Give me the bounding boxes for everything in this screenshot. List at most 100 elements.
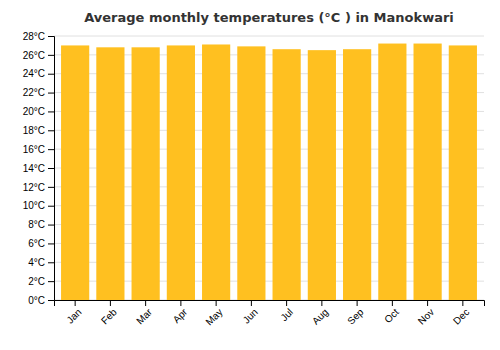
tick-mark xyxy=(48,281,54,282)
tick: Oct xyxy=(382,300,401,325)
tick-mark xyxy=(462,300,463,306)
bar xyxy=(273,49,301,300)
bar xyxy=(449,45,477,300)
tick-label: 2°C xyxy=(28,276,45,287)
tick-label: Mar xyxy=(134,306,154,326)
tick: 20°C xyxy=(23,106,54,117)
tick-mark xyxy=(48,36,54,37)
tick-label: 4°C xyxy=(28,257,45,268)
tick-label: 10°C xyxy=(23,200,45,211)
tick-mark xyxy=(48,74,54,75)
tick-mark xyxy=(251,300,252,306)
bar xyxy=(237,46,265,300)
tick: 6°C xyxy=(28,238,54,249)
tick-mark xyxy=(48,149,54,150)
tick-label: 0°C xyxy=(28,295,45,306)
tick-mark xyxy=(48,243,54,244)
tick-mark xyxy=(48,225,54,226)
bar xyxy=(414,44,442,300)
tick-mark xyxy=(48,206,54,207)
tick-mark xyxy=(48,168,54,169)
tick-label: 16°C xyxy=(23,144,45,155)
tick: 28°C xyxy=(23,31,54,42)
bar xyxy=(202,44,230,300)
grid-line xyxy=(54,36,484,37)
tick-mark xyxy=(48,130,54,131)
tick-label: 28°C xyxy=(23,31,45,42)
plot-area: 0°C 2°C 4°C 6°C 8°C 10°C 12°C 14°C 16°C 18°C 20°C 2… xyxy=(23,31,485,328)
tick: 26°C xyxy=(23,50,54,61)
tick-label: Nov xyxy=(416,306,436,326)
bar xyxy=(132,47,160,300)
tick: 0°C xyxy=(28,295,54,306)
tick-mark xyxy=(357,300,358,306)
tick-label: Feb xyxy=(99,306,119,326)
tick-mark xyxy=(48,262,54,263)
tick: 22°C xyxy=(23,87,54,98)
tick: Jul xyxy=(278,300,295,323)
tick-label: 14°C xyxy=(23,163,45,174)
tick-label: 8°C xyxy=(28,219,45,230)
tick: May xyxy=(203,300,224,328)
tick-mark xyxy=(286,300,287,306)
bar xyxy=(167,45,195,300)
tick-mark xyxy=(392,300,393,306)
tick-label: 6°C xyxy=(28,238,45,249)
tick-label: Sep xyxy=(345,306,366,327)
tick-label: Aug xyxy=(310,306,330,326)
tick: 10°C xyxy=(23,200,54,211)
tick-label: Apr xyxy=(171,306,190,325)
tick: 14°C xyxy=(23,163,54,174)
tick-mark xyxy=(321,300,322,306)
tick-mark xyxy=(48,111,54,112)
tick-label: Jul xyxy=(278,306,295,323)
tick-mark xyxy=(48,55,54,56)
tick-label: 20°C xyxy=(23,106,45,117)
tick-mark xyxy=(110,300,111,306)
tick: 24°C xyxy=(23,68,54,79)
tick: Feb xyxy=(99,300,119,326)
bar xyxy=(378,44,406,300)
bar xyxy=(308,50,336,300)
tick-label: 12°C xyxy=(23,182,45,193)
tick: Jan xyxy=(64,300,83,326)
tick-mark xyxy=(48,300,54,301)
tick: Apr xyxy=(171,300,190,325)
tick-label: 22°C xyxy=(23,87,45,98)
tick-label: 26°C xyxy=(23,50,45,61)
tick-label: Jun xyxy=(241,306,260,325)
bar xyxy=(343,49,371,300)
tick: 18°C xyxy=(23,125,54,136)
tick: Mar xyxy=(134,300,154,326)
tick-label: May xyxy=(203,306,224,327)
axis-line xyxy=(55,301,485,307)
tick: 4°C xyxy=(28,257,54,268)
title: Average monthly temperatures (°C ) in Ma… xyxy=(84,10,454,25)
tick-label: Dec xyxy=(451,306,471,326)
bar xyxy=(61,45,89,300)
tick-label: Oct xyxy=(382,306,401,325)
axis-line xyxy=(48,37,55,301)
chart: 0°C 2°C 4°C 6°C 8°C 10°C 12°C 14°C 16°C 18°C 20°C 2… xyxy=(0,0,500,350)
tick-mark xyxy=(145,300,146,306)
grid xyxy=(54,36,484,300)
tick: Jun xyxy=(241,300,260,326)
tick-label: 24°C xyxy=(23,68,45,79)
tick-label: 18°C xyxy=(23,125,45,136)
tick: Aug xyxy=(310,300,330,327)
x-axis: Jan Feb Mar Apr May Jun Jul Aug Sep Oct Nov Dec xyxy=(55,300,485,328)
tick-mark xyxy=(180,300,181,306)
bar xyxy=(96,47,124,300)
tick: 8°C xyxy=(28,219,54,230)
marks xyxy=(61,44,477,300)
tick: 2°C xyxy=(28,276,54,287)
tick-mark xyxy=(48,93,54,94)
tick-mark xyxy=(427,300,428,306)
tick-mark xyxy=(48,187,54,188)
tick: Dec xyxy=(451,300,471,327)
tick: Nov xyxy=(416,300,436,327)
y-axis: 0°C 2°C 4°C 6°C 8°C 10°C 12°C 14°C 16°C 18°C 20°C 2… xyxy=(23,31,55,306)
tick: 16°C xyxy=(23,144,54,155)
tick-mark xyxy=(216,300,217,306)
tick-mark xyxy=(75,300,76,306)
